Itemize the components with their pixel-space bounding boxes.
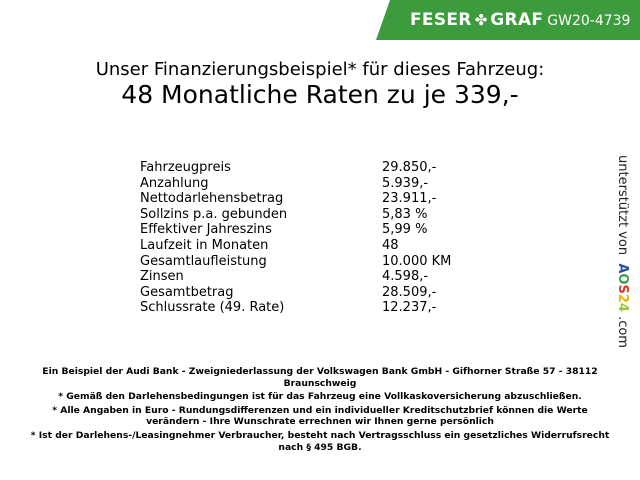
bank-info: Ein Beispiel der Audi Bank - Zweignieder…: [42, 366, 598, 389]
clover-icon: ✤: [474, 11, 488, 29]
row-label: Gesamtbetrag: [140, 284, 234, 300]
aos24-logo: AOS24: [615, 263, 630, 312]
table-row: Sollzins p.a. gebunden 5,83 %: [140, 207, 480, 223]
row-label: Sollzins p.a. gebunden: [140, 206, 288, 222]
row-label: Gesamtlaufleistung: [140, 253, 267, 269]
table-row: Laufzeit in Monaten 48: [140, 238, 480, 254]
row-value: 28.509,-: [382, 284, 437, 300]
table-row: Zinsen 4.598,-: [140, 269, 480, 285]
dealer-banner: FESER ✤ GRAF GW20-4739: [376, 0, 640, 40]
brand-name-right: GRAF: [490, 10, 544, 30]
row-label: Effektiver Jahreszins: [140, 222, 272, 238]
supported-by-text: unterstützt von: [615, 155, 630, 256]
supported-by-label: unterstützt von AOS24 .com: [615, 155, 630, 348]
table-row: Anzahlung 5.939,-: [140, 176, 480, 192]
table-row: Effektiver Jahreszins 5,99 %: [140, 222, 480, 238]
vehicle-code: GW20-4739: [547, 13, 631, 29]
footnote-values: * Alle Angaben in Euro - Rundungsdiffere…: [52, 404, 588, 428]
table-row: Nettodarlehensbetrag 23.911,-: [140, 191, 480, 207]
row-label: Fahrzeugpreis: [140, 160, 231, 175]
row-value: 5.939,-: [382, 175, 429, 191]
footnote-withdrawal: * Ist der Darlehens-/Leasingnehmer Verbr…: [30, 429, 610, 453]
row-label: Zinsen: [140, 269, 184, 285]
row-label: Schlussrate (49. Rate): [140, 300, 285, 316]
domain-suffix: .com: [615, 316, 630, 348]
row-value: 12.237,-: [382, 300, 437, 316]
table-row: Fahrzeugpreis 29.850,-: [140, 160, 480, 176]
table-row: Schlussrate (49. Rate) 12.237,-: [140, 300, 480, 316]
row-value: 5,83 %: [382, 206, 428, 222]
row-value: 23.911,-: [382, 191, 437, 207]
row-value: 10.000 KM: [382, 253, 452, 269]
legal-footer: Ein Beispiel der Audi Bank - Zweignieder…: [30, 366, 610, 455]
row-label: Laufzeit in Monaten: [140, 237, 269, 253]
footnote-insurance: * Gemäß den Darlehensbedingungen ist für…: [58, 391, 582, 403]
row-value: 29.850,-: [382, 160, 437, 175]
heading-line2: 48 Monatliche Raten zu je 339,-: [121, 80, 519, 109]
row-value: 4.598,-: [382, 269, 429, 285]
table-row: Gesamtlaufleistung 10.000 KM: [140, 254, 480, 270]
row-label: Anzahlung: [140, 175, 209, 191]
row-value: 5,99 %: [382, 222, 428, 238]
row-label: Nettodarlehensbetrag: [140, 191, 284, 207]
financing-table: Fahrzeugpreis 29.850,- Anzahlung 5.939,- Net…: [140, 160, 480, 316]
table-row: Gesamtbetrag 28.509,-: [140, 285, 480, 301]
heading-line1: Unser Finanzierungsbeispiel* für dieses …: [95, 59, 545, 80]
brand-name-left: FESER: [410, 10, 472, 30]
row-value: 48: [382, 237, 399, 253]
